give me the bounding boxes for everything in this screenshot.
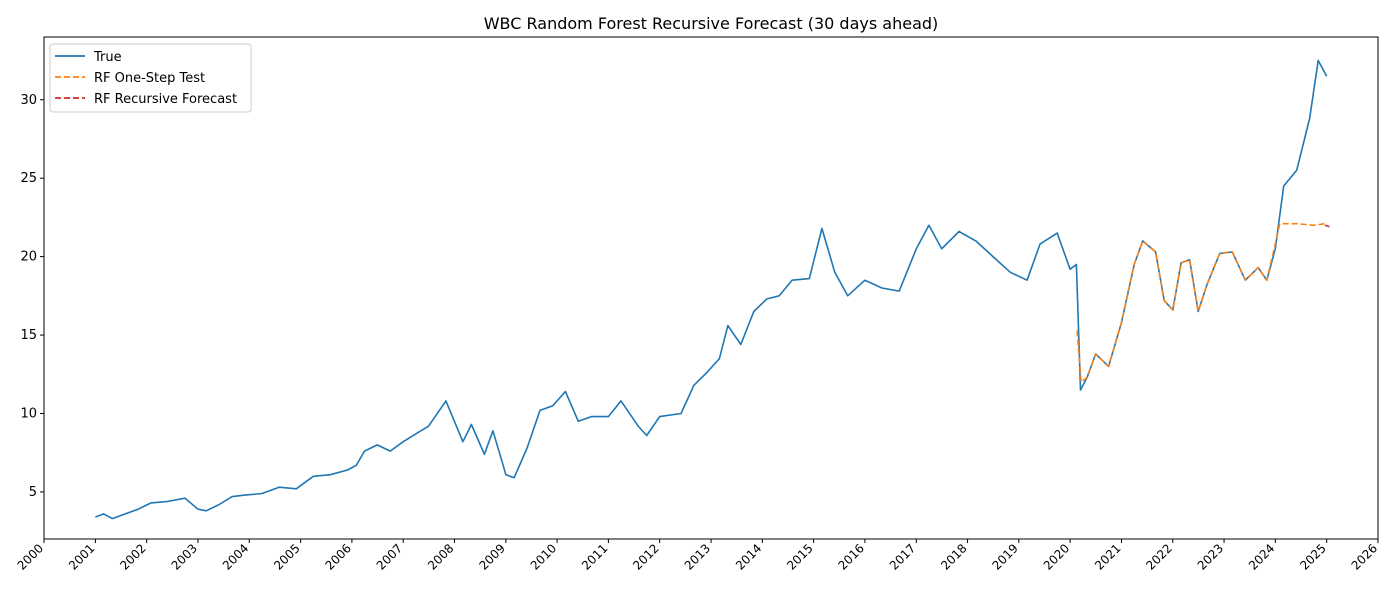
x-tick-label: 2024 xyxy=(1246,541,1277,572)
x-axis: 2000 2001 2002 2003 2004 2005 2006 2007 2008 2009… xyxy=(15,539,1380,573)
y-tick-label: 20 xyxy=(20,250,37,265)
x-tick-label: 2013 xyxy=(682,541,713,572)
x-tick-label: 2015 xyxy=(784,541,815,572)
chart-title: WBC Random Forest Recursive Forecast (30… xyxy=(484,14,939,33)
y-tick-label: 5 xyxy=(29,485,37,500)
y-tick-label: 30 xyxy=(20,93,37,108)
x-tick-label: 2018 xyxy=(938,541,969,572)
x-tick-label: 2023 xyxy=(1195,541,1226,572)
x-tick-label: 2008 xyxy=(425,541,456,572)
y-tick-label: 15 xyxy=(20,328,37,343)
x-tick-label: 2003 xyxy=(169,541,200,572)
x-tick-label: 2025 xyxy=(1297,541,1328,572)
x-tick-label: 2016 xyxy=(836,541,867,572)
legend: True RF One-Step Test RF Recursive Forecas… xyxy=(49,43,252,113)
x-tick-label: 2022 xyxy=(1143,541,1174,572)
x-tick-label: 2007 xyxy=(374,541,405,572)
legend-box xyxy=(49,43,252,113)
x-tick-label: 2021 xyxy=(1092,541,1123,572)
x-tick-label: 2017 xyxy=(887,541,918,572)
x-tick-label: 2014 xyxy=(733,541,764,572)
series-line-rf-one-step-test xyxy=(1076,222,1326,383)
x-tick-label: 2004 xyxy=(220,541,251,572)
x-tick-label: 2009 xyxy=(476,541,507,572)
x-tick-label: 2019 xyxy=(989,541,1020,572)
x-tick-label: 2010 xyxy=(528,541,559,572)
x-tick-label: 2005 xyxy=(271,541,302,572)
y-tick-label: 25 xyxy=(20,171,37,186)
x-tick-label: 2000 xyxy=(15,541,46,572)
y-axis: 5 10 15 20 25 30 xyxy=(20,93,44,500)
x-tick-label: 2001 xyxy=(66,541,97,572)
legend-label-rf-one-step-test: RF One-Step Test xyxy=(94,71,205,86)
legend-label-true: True xyxy=(93,50,122,65)
y-tick-label: 10 xyxy=(20,407,37,422)
series-line-rf-recursive-forecast xyxy=(1324,224,1330,228)
x-tick-label: 2011 xyxy=(579,541,610,572)
x-tick-label: 2026 xyxy=(1349,541,1380,572)
x-tick-label: 2020 xyxy=(1041,541,1072,572)
legend-label-rf-recursive-forecast: RF Recursive Forecast xyxy=(94,92,237,107)
x-tick-label: 2012 xyxy=(630,541,661,572)
x-tick-label: 2006 xyxy=(323,541,354,572)
series-line-true xyxy=(95,59,1328,520)
x-tick-label: 2002 xyxy=(117,541,148,572)
